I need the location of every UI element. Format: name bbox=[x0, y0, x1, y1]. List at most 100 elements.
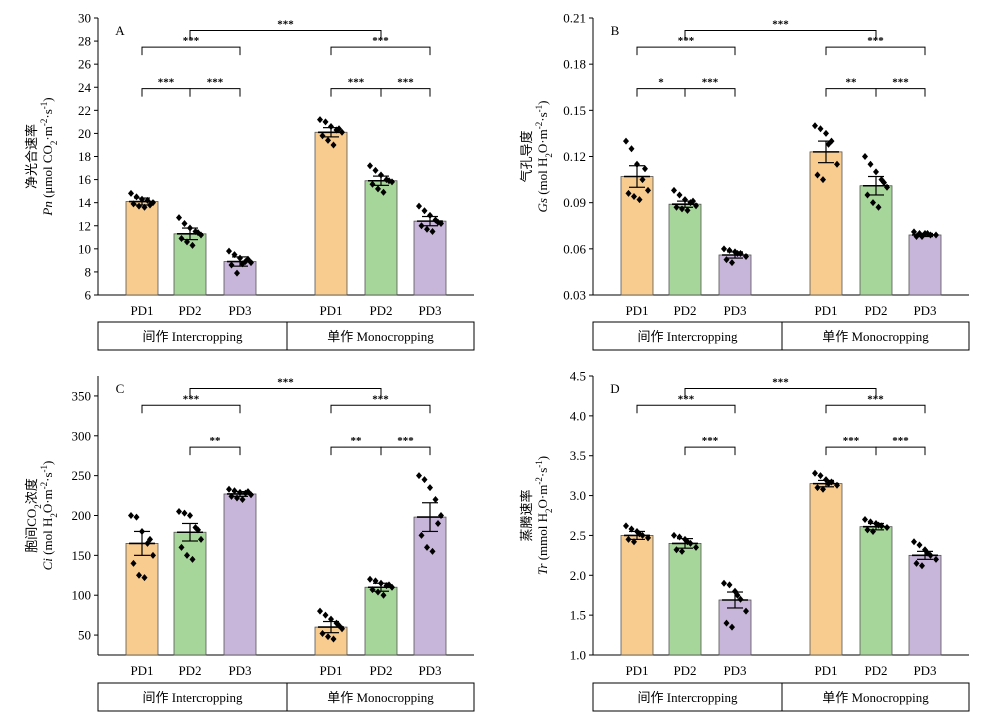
data-point bbox=[676, 191, 683, 199]
data-point bbox=[884, 523, 890, 531]
y-tick-label: 0.09 bbox=[563, 195, 586, 210]
y-tick-label: 4.5 bbox=[570, 369, 586, 384]
data-point bbox=[147, 201, 153, 209]
data-point bbox=[372, 577, 379, 585]
data-point bbox=[682, 196, 688, 204]
y-tick-label: 24 bbox=[78, 80, 92, 95]
data-point bbox=[231, 487, 238, 495]
significance-label: *** bbox=[702, 435, 719, 447]
significance-bracket bbox=[141, 404, 241, 414]
significance-bracket bbox=[825, 88, 877, 97]
group-label-monocropping: 单作 Monocropping bbox=[822, 690, 929, 705]
bar bbox=[173, 233, 207, 296]
data-point bbox=[181, 219, 188, 227]
data-point bbox=[729, 259, 735, 267]
data-point bbox=[386, 177, 392, 185]
data-point bbox=[378, 579, 384, 587]
data-point bbox=[386, 581, 392, 589]
significance-bracket bbox=[825, 404, 926, 414]
superscript: -1 bbox=[39, 465, 49, 473]
y-axis-label-cn: 胞间CO bbox=[24, 509, 39, 553]
significance-bracket bbox=[875, 446, 926, 456]
subscript: 2 bbox=[544, 508, 554, 513]
y-tick-label: 6 bbox=[85, 288, 92, 303]
y-axis-label-unit: ·s bbox=[535, 468, 550, 477]
data-point bbox=[380, 188, 387, 196]
y-tick-label: 26 bbox=[78, 57, 92, 72]
y-axis-label-unit: ) bbox=[40, 461, 55, 465]
significance-label: *** bbox=[397, 77, 414, 89]
significance-bracket bbox=[189, 446, 241, 456]
y-axis-label-symbol: Tr bbox=[535, 563, 550, 576]
significance-bracket bbox=[684, 29, 877, 39]
significance-label: *** bbox=[892, 77, 909, 89]
y-tick-label: 12 bbox=[78, 218, 91, 233]
data-point bbox=[130, 559, 137, 567]
data-point bbox=[133, 513, 140, 521]
group-label-monocropping: 单作 Monocropping bbox=[822, 329, 929, 344]
data-point bbox=[228, 261, 235, 269]
data-point bbox=[333, 126, 340, 134]
data-point bbox=[734, 249, 741, 257]
data-point bbox=[438, 512, 444, 519]
data-point bbox=[631, 538, 637, 546]
y-tick-label: 200 bbox=[72, 508, 92, 523]
data-point bbox=[189, 241, 196, 249]
data-point bbox=[933, 555, 939, 563]
y-tick-label: 0.21 bbox=[563, 11, 586, 26]
y-tick-label: 100 bbox=[72, 588, 92, 603]
bar bbox=[908, 554, 942, 656]
data-point bbox=[418, 531, 425, 539]
data-point bbox=[234, 269, 240, 277]
data-point bbox=[693, 202, 699, 210]
data-point bbox=[176, 508, 182, 516]
data-point bbox=[317, 607, 323, 615]
bar bbox=[908, 234, 942, 296]
data-point bbox=[743, 607, 749, 615]
significance-bracket bbox=[330, 46, 431, 56]
y-tick-label: 0.06 bbox=[563, 241, 586, 256]
data-point bbox=[178, 234, 185, 242]
data-point bbox=[634, 160, 640, 168]
y-tick-label: 0.18 bbox=[563, 57, 586, 72]
y-axis-label-cn-cont: 浓度 bbox=[24, 478, 39, 504]
data-point bbox=[729, 623, 735, 631]
y-tick-label: 150 bbox=[72, 548, 92, 563]
data-point bbox=[721, 245, 727, 253]
bar bbox=[364, 180, 398, 296]
data-point bbox=[693, 543, 699, 551]
x-tick-label: PD2 bbox=[369, 663, 392, 678]
x-tick-label: PD1 bbox=[625, 663, 648, 678]
y-axis-label-unit: O·m bbox=[535, 129, 550, 153]
group-label-intercropping: 间作 Intercropping bbox=[142, 329, 243, 344]
data-point bbox=[623, 137, 629, 145]
data-point bbox=[317, 116, 323, 124]
bar bbox=[173, 531, 207, 656]
x-tick-label: PD3 bbox=[228, 303, 251, 318]
data-point bbox=[144, 196, 151, 204]
significance-bracket bbox=[684, 88, 736, 97]
data-point bbox=[812, 122, 818, 130]
data-point bbox=[723, 256, 730, 264]
data-point bbox=[189, 555, 196, 563]
data-point bbox=[639, 176, 646, 184]
y-axis-label-unit: ) bbox=[535, 101, 550, 105]
superscript: -2 bbox=[39, 119, 49, 127]
y-tick-label: 0.03 bbox=[563, 288, 586, 303]
data-point bbox=[421, 476, 428, 484]
data-point bbox=[139, 527, 145, 535]
data-point bbox=[195, 526, 201, 534]
x-tick-label: PD2 bbox=[864, 663, 887, 678]
significance-bracket bbox=[380, 88, 431, 97]
significance-label: * bbox=[658, 77, 664, 89]
data-point bbox=[645, 534, 651, 542]
data-point bbox=[870, 199, 876, 207]
x-tick-label: PD2 bbox=[673, 303, 696, 318]
bar bbox=[413, 516, 447, 656]
data-point bbox=[625, 535, 632, 543]
data-point bbox=[147, 535, 153, 543]
data-point bbox=[671, 186, 677, 194]
y-tick-label: 20 bbox=[78, 126, 91, 141]
data-point bbox=[319, 629, 326, 637]
data-point bbox=[429, 547, 436, 555]
